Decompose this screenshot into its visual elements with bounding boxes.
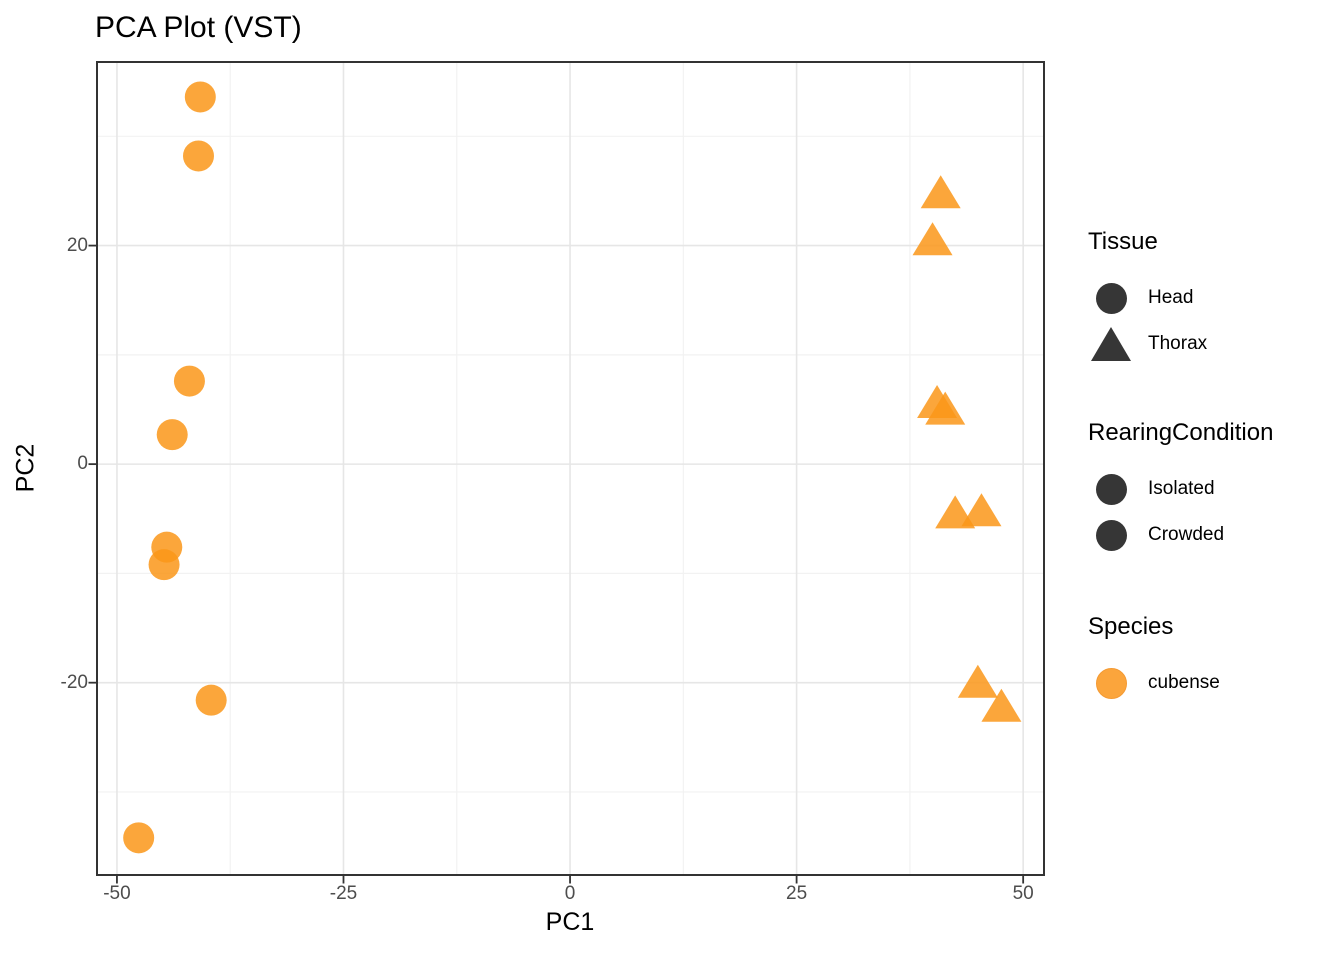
circle-icon	[1095, 667, 1127, 699]
legend-item-crowded: Crowded	[1088, 512, 1273, 558]
circle-icon	[1095, 282, 1127, 314]
data-point-triangle	[957, 664, 998, 698]
triangle-icon	[1091, 327, 1131, 361]
x-axis-title: PC1	[545, 908, 595, 936]
y-tick-label: 20	[66, 234, 88, 256]
legend-item-label: Isolated	[1148, 478, 1215, 499]
x-tick-label: -50	[103, 883, 131, 904]
chart-title: PCA Plot (VST)	[95, 11, 302, 44]
cubense-key	[1088, 667, 1134, 699]
y-tick-label: -20	[60, 671, 88, 693]
legend-item-label: Thorax	[1148, 333, 1208, 354]
legend-item-label: Crowded	[1148, 524, 1225, 545]
data-point-circle	[123, 822, 155, 854]
legend-item-thorax: Thorax	[1088, 321, 1207, 367]
x-tick-label: 50	[1012, 883, 1034, 904]
data-point-triangle	[981, 688, 1022, 722]
legend-item-head: Head	[1088, 275, 1207, 321]
data-point-circle	[182, 140, 214, 172]
head-key	[1088, 282, 1134, 314]
data-point-triangle	[925, 391, 966, 425]
legend-group-species: Species cubense	[1088, 612, 1220, 706]
legend-item-label: Head	[1148, 287, 1194, 308]
legend-item-cubense: cubense	[1088, 660, 1220, 706]
x-tick-label: -25	[329, 883, 358, 904]
crowded-key	[1088, 519, 1134, 551]
legend-item-isolated: Isolated	[1088, 466, 1273, 512]
data-point-triangle	[961, 493, 1002, 527]
panel-border	[96, 61, 1045, 876]
data-point-triangle	[912, 222, 953, 256]
legend-group-rearing-condition: RearingCondition Isolated Crowded	[1088, 418, 1273, 558]
isolated-key	[1088, 473, 1134, 505]
data-point-circle	[184, 81, 216, 113]
thorax-key	[1088, 327, 1134, 361]
legend-item-label: cubense	[1148, 672, 1220, 693]
data-point-circle	[173, 365, 205, 397]
x-tick-label: 0	[564, 883, 576, 904]
x-tick-label: 25	[786, 883, 808, 904]
legend-title-tissue: Tissue	[1088, 228, 1158, 255]
legend-title-rearing-condition: RearingCondition	[1088, 419, 1274, 446]
circle-icon	[1095, 519, 1127, 551]
data-point-circle	[195, 684, 227, 716]
legend-title-species: Species	[1088, 613, 1174, 640]
circle-icon	[1095, 473, 1127, 505]
y-tick-label: 0	[77, 453, 88, 475]
data-point-circle	[156, 419, 188, 451]
legend-group-tissue: Tissue Head Thorax	[1088, 227, 1207, 367]
data-point-circle	[148, 549, 180, 581]
data-point-triangle	[920, 175, 961, 209]
